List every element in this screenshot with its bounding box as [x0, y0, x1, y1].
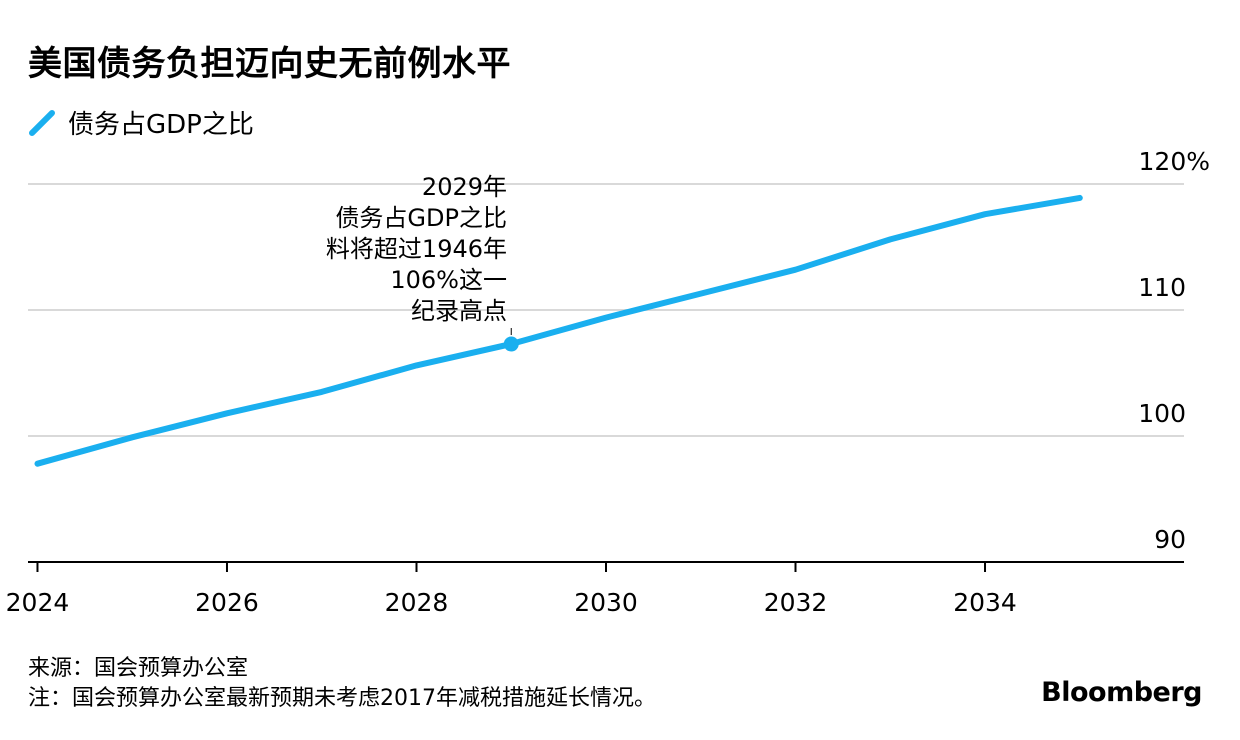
- footer-notes: 来源：国会预算办公室 注：国会预算办公室最新预期未考虑2017年减税措施延长情况…: [28, 654, 656, 714]
- legend: 债务占GDP之比: [28, 104, 254, 140]
- x-tick-label: 2032: [764, 588, 828, 617]
- x-tick-label: 2030: [574, 588, 638, 617]
- note-text: 注：国会预算办公室最新预期未考虑2017年减税措施延长情况。: [28, 686, 656, 711]
- y-tick-label: 110: [1138, 273, 1186, 302]
- chart-title: 美国债务负担迈向史无前例水平: [28, 44, 511, 84]
- y-tick-label: 90: [1154, 525, 1186, 554]
- x-tick-label: 2028: [385, 588, 449, 617]
- source-text: 来源：国会预算办公室: [28, 656, 249, 681]
- x-tick-label: 2026: [195, 588, 259, 617]
- annotation-line: 债务占GDP之比: [335, 204, 507, 232]
- y-tick-label: 100: [1138, 399, 1186, 428]
- legend-swatch-icon: [29, 110, 55, 136]
- legend-label: 债务占GDP之比: [68, 109, 254, 140]
- x-tick-label: 2024: [6, 588, 70, 617]
- annotation-line: 纪录高点: [411, 297, 507, 325]
- annotation-line: 2029年: [421, 173, 507, 201]
- chart-annotation: 2029年 债务占GDP之比 料将超过1946年 106%这一 纪录高点: [247, 172, 507, 327]
- x-tick-label: 2034: [953, 588, 1017, 617]
- annotation-line: 料将超过1946年: [325, 235, 507, 263]
- bloomberg-logo: Bloomberg: [1041, 677, 1202, 708]
- annotation-line: 106%这一: [390, 266, 507, 294]
- series-line: [34, 194, 1083, 467]
- highlight-point: [503, 336, 519, 352]
- y-tick-label: 120%: [1139, 147, 1210, 176]
